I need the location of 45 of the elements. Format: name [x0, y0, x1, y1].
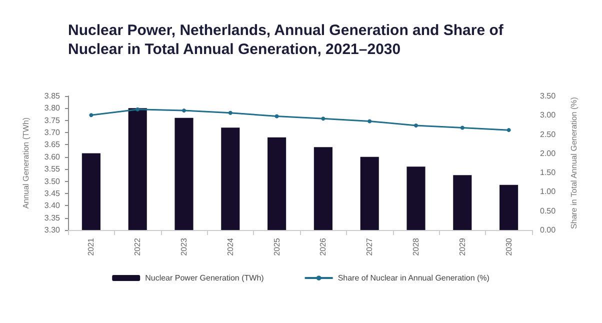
- point: [414, 123, 418, 128]
- y-tick-label: 3.50: [44, 176, 61, 186]
- x-tick-label: 2025: [272, 237, 282, 256]
- x-tick-label: 2024: [226, 237, 235, 256]
- legend-label: Share of Nuclear in Annual Generation (%): [338, 274, 490, 282]
- x-tick-label: 2022: [133, 237, 142, 256]
- y2-axis-title: Share in Total Annual Generation (%): [570, 96, 578, 229]
- x-tick-label: 2021: [86, 237, 96, 256]
- y2-tick-label: 3.50: [540, 92, 556, 100]
- y2-tick-label: 0.00: [540, 226, 556, 234]
- y-tick-label: 3.60: [44, 152, 61, 162]
- chart-title: Nuclear Power, Netherlands, Annual Generation and Share of Nuclear in Total Annual Generation, 2021–2030: [68, 22, 508, 58]
- y2-tick-label: 1.50: [540, 168, 556, 178]
- y-tick-label: 3.35: [44, 213, 61, 222]
- y-tick-label: 3.55: [44, 164, 61, 174]
- legend-label: Nuclear Power Generation (TWh): [145, 274, 264, 282]
- point: [228, 110, 232, 115]
- y-tick-label: 3.80: [44, 104, 61, 113]
- y2-tick-label: 1.00: [540, 187, 556, 196]
- y-tick-label: 3.65: [44, 140, 61, 150]
- point: [321, 116, 326, 121]
- y-tick-label: 3.45: [44, 188, 61, 198]
- point: [89, 113, 94, 118]
- y-tick-label: 3.40: [44, 201, 61, 210]
- x-tick-label: 2026: [318, 237, 328, 256]
- point: [274, 114, 279, 118]
- y2-tick-label: 0.50: [540, 206, 556, 216]
- x-tick-label: 2029: [458, 237, 467, 256]
- x-tick-label: 2027: [365, 237, 374, 256]
- y2-tick-label: 3.00: [540, 110, 556, 120]
- y-tick-label: 3.70: [44, 128, 61, 138]
- y-tick-label: 3.75: [44, 116, 61, 125]
- y-axis-title: Annual Generation (TWh): [22, 117, 30, 209]
- y2-tick-label: 2.00: [540, 148, 556, 158]
- point: [506, 128, 511, 132]
- x-tick-label: 2028: [412, 237, 420, 256]
- point: [460, 126, 464, 130]
- point: [182, 108, 186, 113]
- y-tick-label: 3.30: [44, 226, 61, 234]
- x-tick-label: 2030: [504, 237, 514, 256]
- point: [368, 119, 372, 124]
- point: [136, 107, 140, 112]
- y2-tick-label: 2.50: [540, 130, 556, 139]
- x-tick-label: 2023: [180, 237, 188, 256]
- y-tick-label: 3.85: [44, 92, 61, 100]
